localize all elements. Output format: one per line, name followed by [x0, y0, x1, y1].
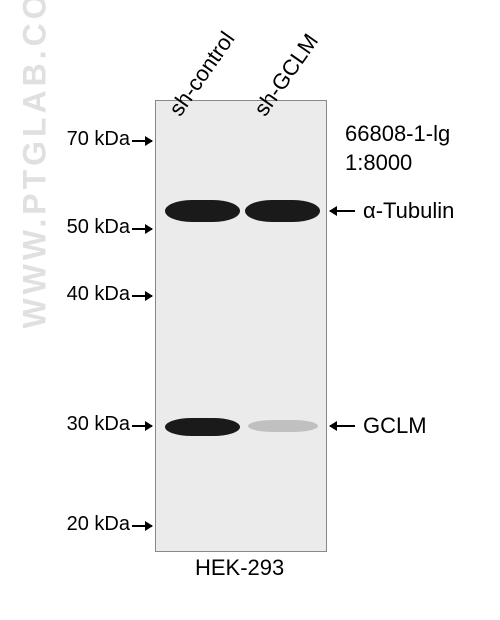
mw-label-50: 50 kDa — [67, 216, 130, 239]
mw-arrow-50 — [132, 228, 152, 230]
mw-label-20: 20 kDa — [67, 513, 130, 536]
mw-label-70: 70 kDa — [67, 128, 130, 151]
arrow-gclm — [330, 425, 355, 427]
blot-membrane — [155, 100, 327, 552]
figure-container: WWW.PTGLAB.COM sh-control sh-GCLM 70 kDa… — [0, 0, 500, 620]
band-gclm-knockdown — [248, 420, 318, 432]
mw-arrow-20 — [132, 525, 152, 527]
cell-line-label: HEK-293 — [195, 555, 284, 581]
antibody-catalog: 66808-1-lg — [345, 120, 450, 149]
antibody-dilution: 1:8000 — [345, 149, 450, 178]
mw-arrow-30 — [132, 425, 152, 427]
band-tubulin-gclm — [245, 200, 320, 222]
band-gclm-control — [165, 418, 240, 436]
mw-label-40: 40 kDa — [67, 283, 130, 306]
mw-arrow-40 — [132, 295, 152, 297]
mw-label-30: 30 kDa — [67, 413, 130, 436]
label-gclm: GCLM — [363, 413, 427, 439]
mw-arrow-70 — [132, 140, 152, 142]
antibody-info: 66808-1-lg 1:8000 — [345, 120, 450, 177]
watermark-text: WWW.PTGLAB.COM — [17, 0, 54, 329]
band-tubulin-control — [165, 200, 240, 222]
label-tubulin: α-Tubulin — [363, 198, 454, 224]
arrow-tubulin — [330, 210, 355, 212]
